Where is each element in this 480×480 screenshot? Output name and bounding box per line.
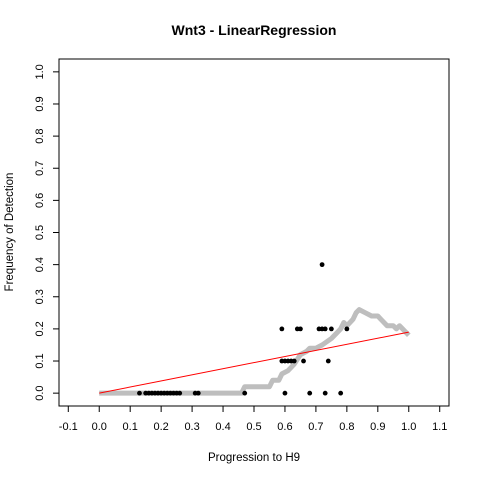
- x-axis: -0.1 0.0 0.1 0.2 0.3 0.4 0.5 0.6 0.7 0.8 0.9 1.0 1.1: [59, 406, 447, 433]
- x-tick-label: 0.9: [370, 421, 385, 433]
- x-tick-label: 0.5: [246, 421, 261, 433]
- observed-point: [344, 326, 350, 332]
- y-axis: 0.0 0.1 0.2 0.3 0.4 0.5 0.6 0.7 0.8 0.9 1.0: [34, 64, 59, 401]
- y-tick-label: 0.6: [34, 193, 46, 208]
- observed-point: [338, 390, 344, 396]
- x-tick-label: 0.2: [153, 421, 168, 433]
- y-tick-label: 0.1: [34, 353, 46, 368]
- x-tick-label: 0.4: [215, 421, 230, 433]
- smoothed-curve-line: [99, 307, 411, 396]
- observed-point: [328, 326, 334, 332]
- x-tick-label: 0.1: [123, 421, 138, 433]
- observed-point: [322, 326, 328, 332]
- observed-point: [242, 390, 248, 396]
- x-tick-label: 1.0: [401, 421, 416, 433]
- regression-line: [99, 331, 409, 394]
- observed-point: [137, 390, 142, 396]
- observed-point: [195, 390, 201, 396]
- y-tick-label: 0.5: [34, 225, 46, 240]
- chart-title: Wnt3 - LinearRegression: [172, 22, 337, 38]
- x-tick-label: 0.3: [184, 421, 199, 433]
- observed-point: [177, 390, 183, 396]
- x-tick-label: 1.1: [432, 421, 447, 433]
- observed-point: [307, 390, 313, 396]
- observed-point: [279, 326, 285, 332]
- observed-point: [319, 262, 325, 268]
- y-tick-label: 0.2: [34, 321, 46, 336]
- y-tick-label: 0.9: [34, 96, 46, 111]
- observed-point: [298, 326, 303, 332]
- x-axis-label: Progression to H9: [208, 452, 300, 464]
- x-tick-label: 0.6: [277, 421, 292, 433]
- observed-point: [301, 358, 306, 364]
- regression-line-layer: [99, 331, 409, 394]
- observed-point: [322, 390, 328, 396]
- x-tick-label: 0.0: [92, 421, 107, 433]
- y-tick-label: 0.3: [34, 289, 46, 304]
- y-tick-label: 0.0: [34, 385, 46, 400]
- observed-points: [137, 262, 350, 396]
- x-tick-label: 0.7: [308, 421, 323, 433]
- smoothed-curve: [99, 307, 411, 396]
- x-tick-label: -0.1: [59, 421, 78, 433]
- y-axis-label: Frequency of Detection: [4, 173, 16, 292]
- y-tick-label: 0.4: [34, 257, 46, 272]
- x-tick-label: 0.8: [339, 421, 354, 433]
- observed-point: [282, 390, 288, 396]
- y-tick-label: 0.8: [34, 128, 46, 143]
- observed-point: [325, 358, 331, 364]
- y-tick-label: 0.7: [34, 161, 46, 176]
- observed-point: [291, 358, 297, 364]
- y-tick-label: 1.0: [34, 64, 46, 79]
